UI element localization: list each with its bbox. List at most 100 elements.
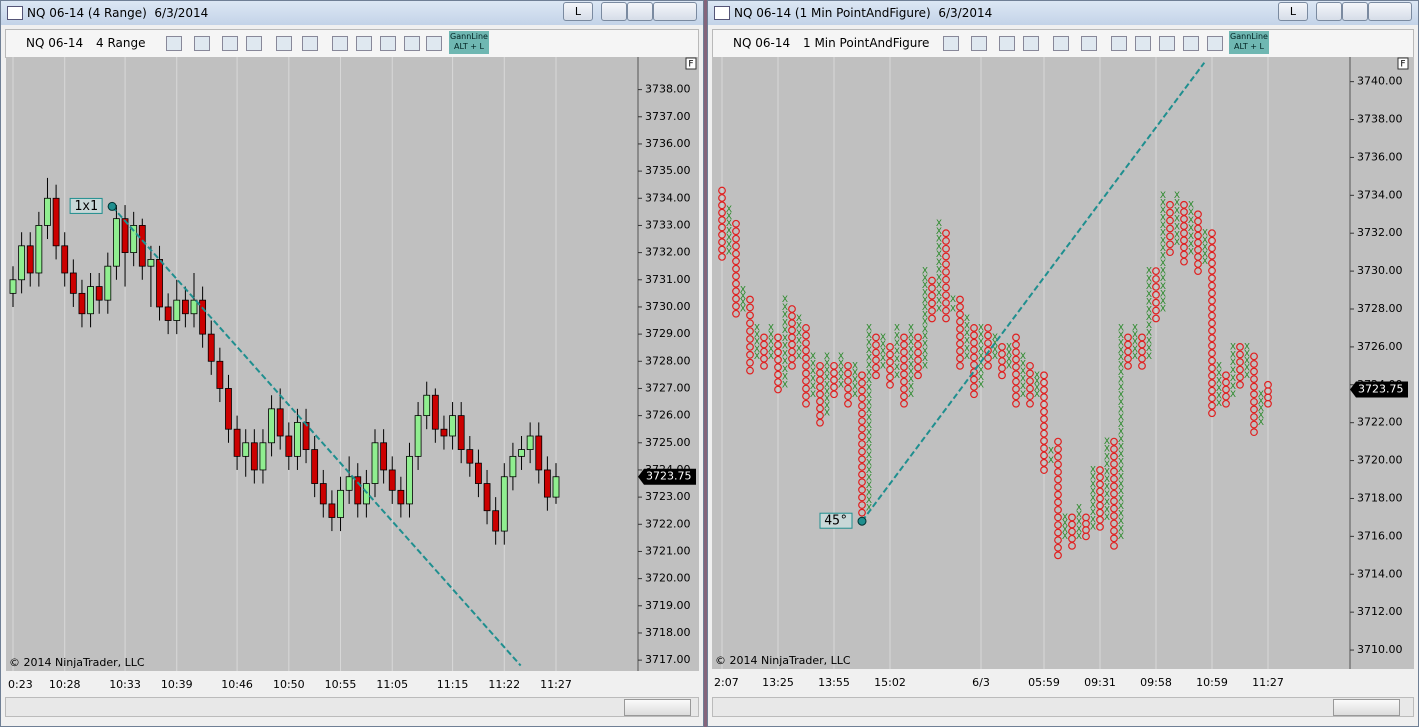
tool-icon[interactable] [194,36,210,51]
x-box: X [1020,359,1026,369]
tool-icon[interactable] [971,36,987,51]
x-box: X [1034,377,1040,387]
x-box: X [1230,390,1236,400]
x-box: X [1174,238,1180,248]
pf-column [718,186,726,261]
tool-icon[interactable] [1183,36,1199,51]
tool-icon[interactable] [1111,36,1127,51]
x-box: X [824,402,830,412]
o-box [1012,399,1020,408]
tool-icon[interactable] [943,36,959,51]
tool-icon[interactable] [1159,36,1175,51]
candle-body [380,442,388,471]
tool-icon[interactable] [356,36,372,51]
x-box: X [1132,331,1138,341]
x-box: X [1090,501,1096,511]
x-box: X [1160,289,1166,299]
o-box [984,324,992,332]
o-box [718,223,726,232]
scrollbar[interactable] [5,697,699,717]
o-box [1110,497,1118,506]
minimize-button[interactable] [601,2,627,21]
candle-body [26,245,34,274]
instrument-dropdown[interactable]: NQ 06-14 [26,36,84,50]
copyright: © 2014 NinjaTrader, LLC [715,654,851,667]
o-box [816,418,824,427]
x-box: X [852,361,858,371]
candle-body [87,286,94,315]
instrument-dropdown[interactable]: NQ 06-14 [733,36,791,50]
period-dropdown[interactable]: 4 Range [96,36,146,50]
x-tick-label: 15:02 [874,676,906,689]
o-box [1166,224,1174,233]
x-tick-label: 10:46 [221,678,253,691]
maximize-button[interactable] [627,2,653,21]
l-button[interactable]: L [563,2,593,21]
tool-icon[interactable] [276,36,292,51]
y-tick-label: 3732.00 [1357,226,1403,239]
tool-icon[interactable] [246,36,262,51]
pf-column [1110,437,1118,550]
maximize-button[interactable] [1342,2,1368,21]
x-box: X [1118,465,1124,475]
x-box: X [1090,487,1096,497]
x-box: X [1090,480,1096,490]
x-box: X [936,305,942,315]
tool-icon[interactable] [166,36,182,51]
l-button[interactable]: L [1278,2,1308,21]
tool-icon[interactable] [1081,36,1097,51]
tool-icon[interactable] [404,36,420,51]
scroll-thumb[interactable] [1333,699,1400,716]
x-box: X [866,331,872,341]
x-box: X [810,390,816,400]
tool-icon[interactable] [426,36,442,51]
x-box: X [1174,222,1180,232]
x-box: X [1188,232,1194,242]
o-box [942,275,950,284]
o-box [858,478,866,487]
gann-button[interactable]: GannLine ALT + L [449,31,489,54]
scroll-thumb[interactable] [624,699,691,716]
tool-icon[interactable] [222,36,238,51]
tool-icon[interactable] [1135,36,1151,51]
o-box [1208,394,1216,403]
x-box: X [1160,305,1166,315]
close-button[interactable] [653,2,697,21]
o-box [1208,409,1216,418]
o-box [956,302,964,311]
o-box [732,234,740,243]
o-box [802,399,810,408]
pf-column [1236,342,1244,389]
x-box: X [908,382,914,392]
x-box: X [1118,502,1124,512]
tool-icon[interactable] [1023,36,1039,51]
minimize-button[interactable] [1316,2,1342,21]
o-box [1166,200,1174,209]
x-box: X [1104,513,1110,523]
o-box [802,361,810,370]
gann-button[interactable]: GannLine ALT + L [1229,31,1269,54]
close-button[interactable] [1368,2,1412,21]
o-box [858,462,866,471]
tool-icon[interactable] [380,36,396,51]
tool-icon[interactable] [1207,36,1223,51]
tool-icon[interactable] [1053,36,1069,51]
tool-icon[interactable] [332,36,348,51]
o-box [858,371,866,380]
candle-body [294,422,301,457]
o-box [1166,216,1174,225]
scrollbar[interactable] [712,697,1414,717]
x-box: X [782,295,788,305]
tool-icon[interactable] [302,36,318,51]
y-tick-label: 3718.00 [645,626,691,639]
x-box: X [1230,374,1236,384]
candle-body [431,394,439,430]
period-dropdown[interactable]: 1 Min PointAndFigure [803,36,930,50]
x-box: X [1202,236,1208,246]
y-tick-label: 3726.00 [1357,340,1403,353]
pf-column [1222,371,1230,408]
tool-icon[interactable] [999,36,1015,51]
